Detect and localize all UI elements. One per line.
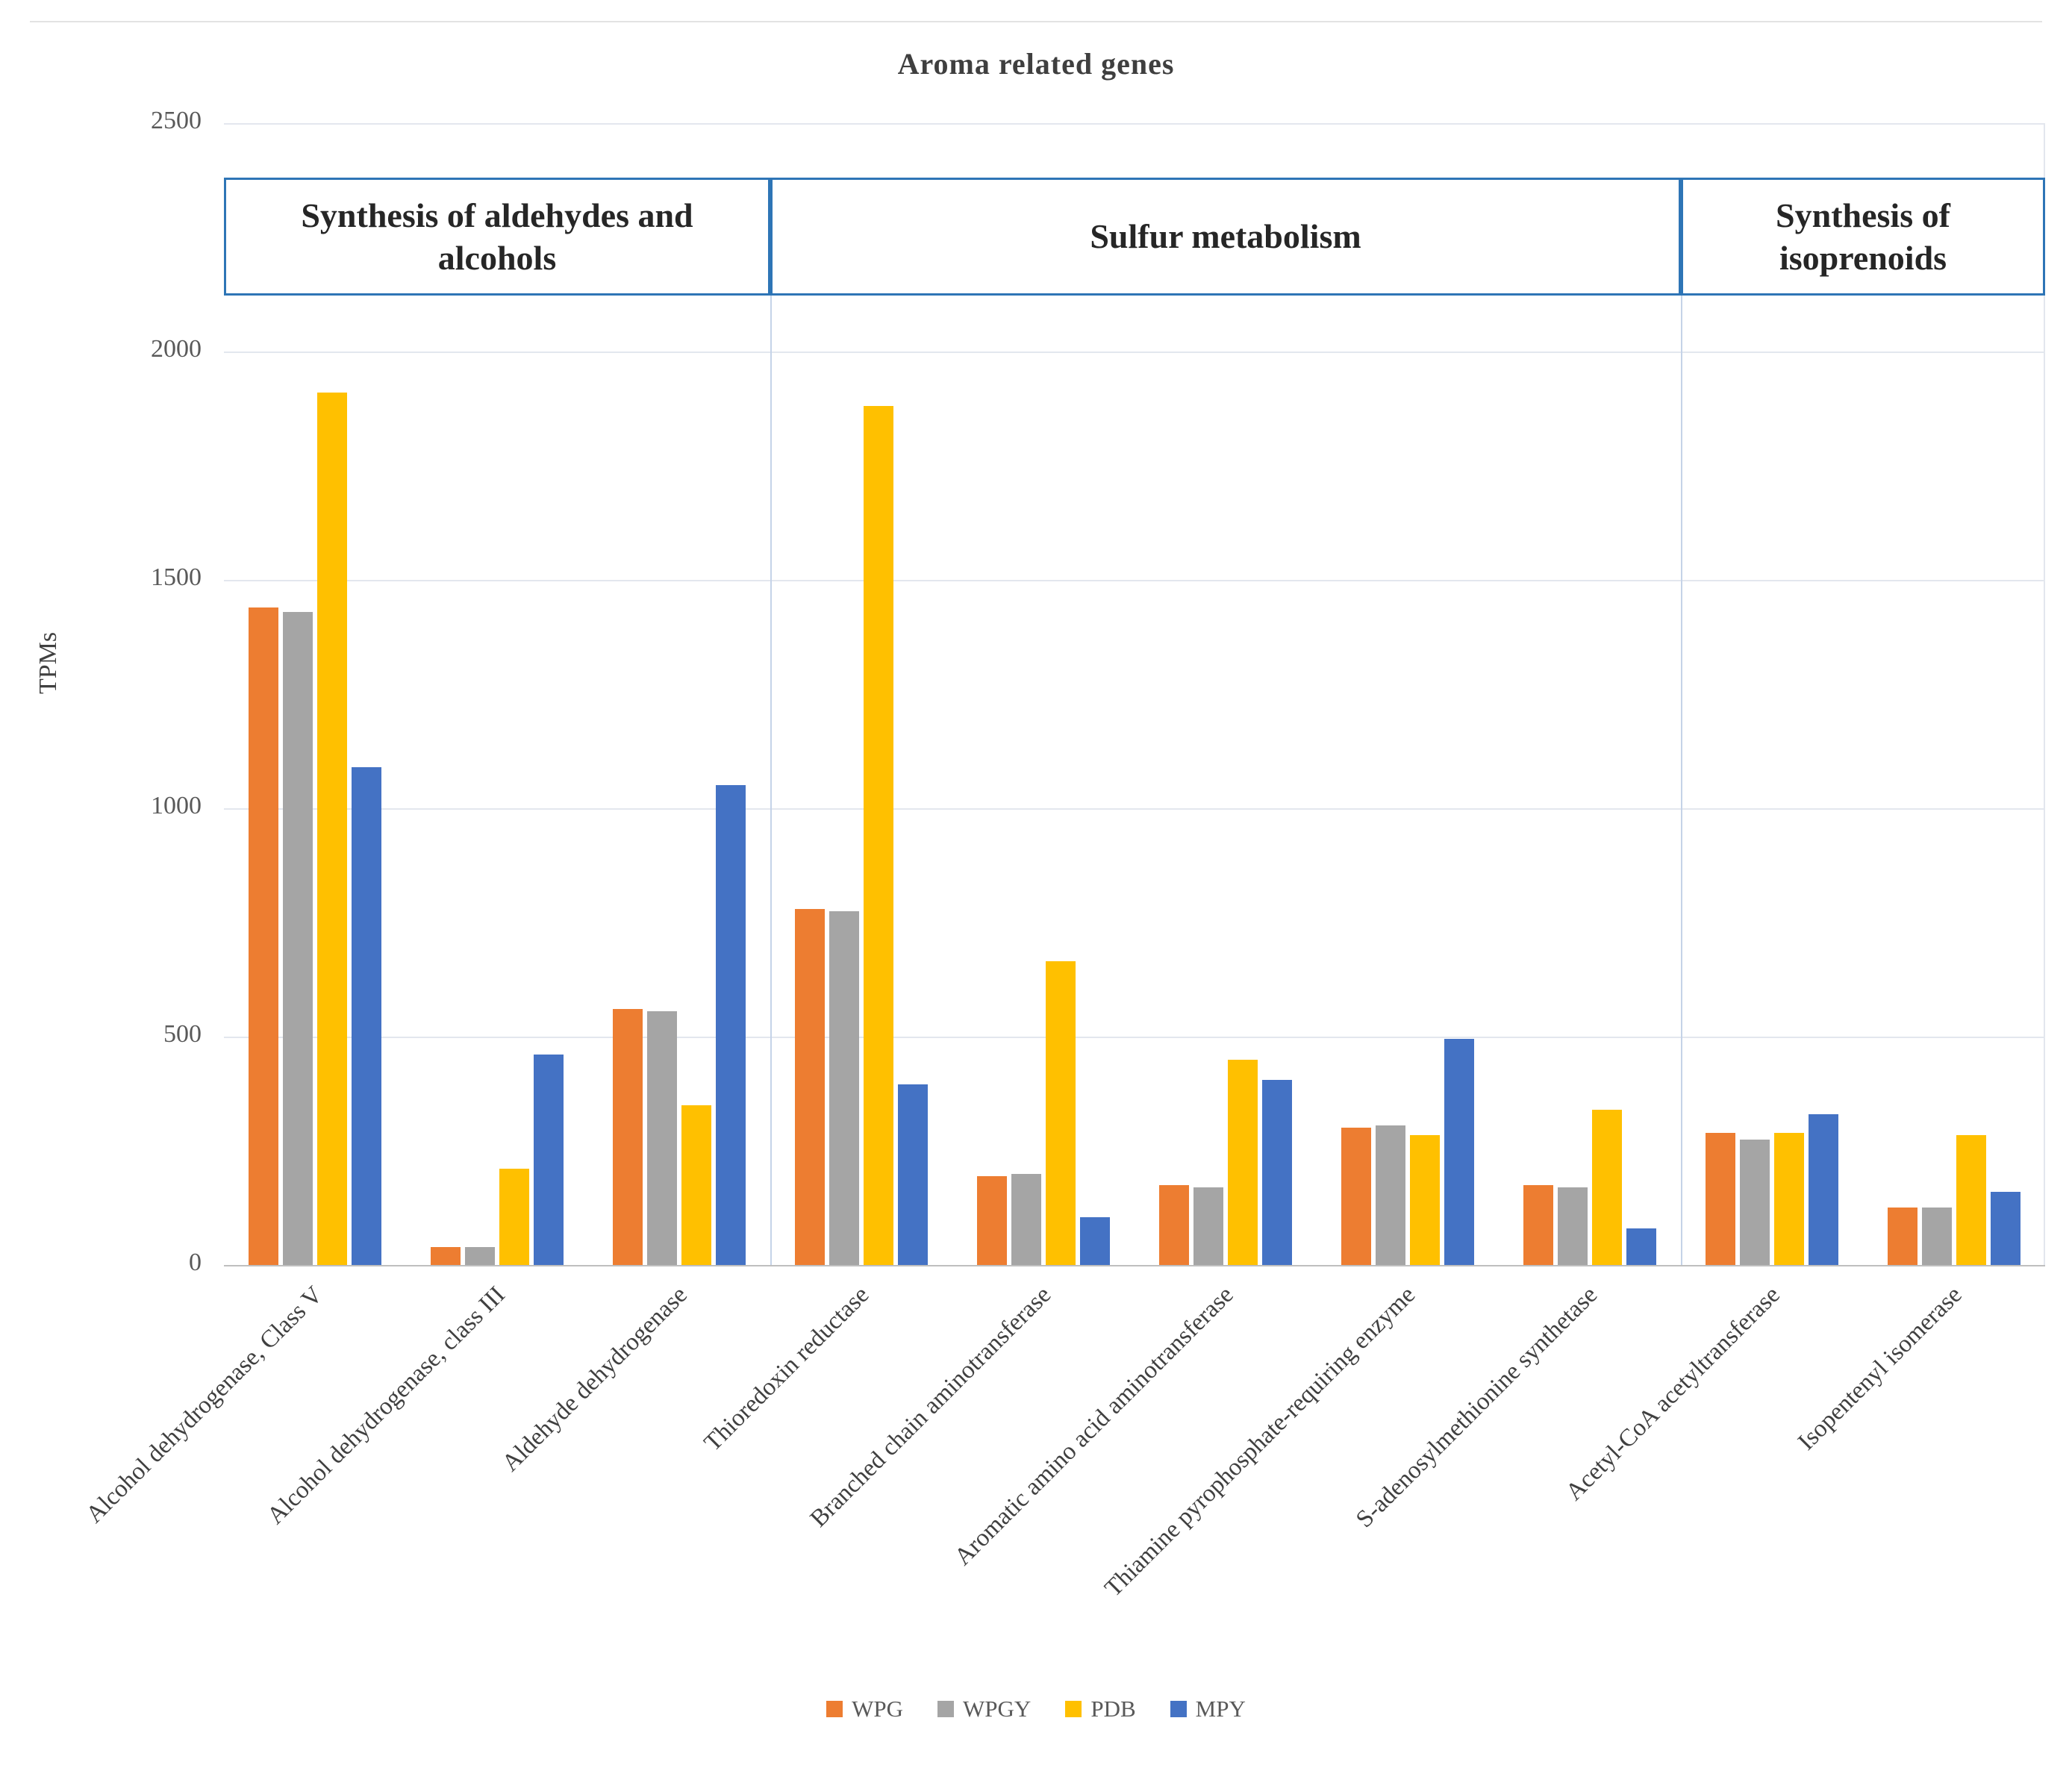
gridline [224,580,2045,581]
bar-MPY [1626,1228,1656,1265]
bar-PDB [499,1169,529,1265]
bar-group [1135,123,1317,1265]
section-box: Synthesis of aldehydes and alcohols [224,178,770,296]
bar-WPG [1706,1133,1735,1265]
section-label: Synthesis of aldehydes and alcohols [301,196,693,278]
bar-group [406,123,588,1265]
legend-item: WPGY [937,1696,1031,1722]
y-tick-label: 2000 [151,335,202,363]
bar-group [1863,123,2045,1265]
bar-WPG [431,1247,461,1265]
bar-group [1681,123,1863,1265]
bar-MPY [898,1084,928,1265]
bar-MPY [1444,1039,1474,1265]
bar-WPG [1341,1128,1371,1265]
top-divider [30,21,2042,22]
chart-title: Aroma related genes [897,47,1175,81]
bar-MPY [534,1055,564,1265]
bar-WPGY [647,1011,677,1265]
section-divider-line [1681,296,1682,1265]
bar-PDB [1410,1135,1440,1265]
x-axis-label: Isopentenyl isomerase [1792,1281,1968,1456]
bar-WPGY [1740,1140,1770,1265]
bar-WPG [1888,1208,1917,1265]
y-tick-label: 2500 [151,107,202,134]
plot-right-border [2044,123,2045,1265]
section-label: Sulfur metabolism [1090,217,1361,256]
y-axis-title: TPMs [34,631,62,694]
x-axis-line [224,1265,2045,1266]
bar-PDB [317,393,347,1265]
gridline [224,352,2045,353]
bar-WPGY [1376,1125,1405,1265]
y-tick-label: 1000 [151,792,202,819]
bar-MPY [716,785,746,1265]
x-axis-label: Thioredoxin reductase [699,1281,875,1457]
bar-MPY [1991,1192,2020,1265]
legend-label: WPGY [963,1696,1032,1722]
bar-group [1499,123,1681,1265]
bar-WPGY [1011,1174,1041,1265]
bar-group [224,123,406,1265]
section-label: Synthesis of isoprenoids [1776,196,1950,278]
legend-item: WPG [826,1696,903,1722]
bar-PDB [864,406,893,1265]
y-tick-label: 500 [163,1020,202,1048]
bar-WPG [977,1176,1007,1265]
bar-PDB [1956,1135,1986,1265]
legend-label: PDB [1090,1696,1136,1722]
legend-label: WPG [852,1696,904,1722]
bar-WPG [613,1009,643,1265]
legend-label: MPY [1195,1696,1246,1722]
legend-item: MPY [1170,1696,1246,1722]
bar-group [952,123,1135,1265]
section-box: Synthesis of isoprenoids [1681,178,2045,296]
section-divider-line [770,296,772,1265]
legend-swatch-WPGY [937,1701,955,1717]
bar-PDB [1774,1133,1804,1265]
bar-MPY [1080,1217,1110,1265]
x-axis-label: Thiamine pyrophosphate-requiring enzyme [1099,1281,1421,1602]
bar-WPG [1159,1185,1189,1265]
bar-WPGY [1193,1187,1223,1265]
bar-WPGY [283,612,313,1265]
bar-WPG [795,909,825,1265]
y-tick-label: 0 [189,1249,202,1276]
plot-area [224,123,2045,1266]
bar-WPGY [1922,1208,1952,1265]
x-axis-label: Acetyl-CoA acetyltransferase [1560,1281,1785,1506]
legend: WPG WPGY PDB MPY [0,1696,2072,1722]
bar-WPGY [1558,1187,1588,1265]
bar-WPGY [829,911,859,1265]
bar-MPY [352,767,381,1265]
bar-PDB [1592,1110,1622,1265]
gridline [224,123,2045,125]
legend-swatch-PDB [1065,1701,1082,1717]
y-tick-label: 1500 [151,563,202,591]
legend-item: PDB [1065,1696,1136,1722]
bar-PDB [1228,1060,1258,1265]
bar-PDB [681,1105,711,1265]
bar-WPG [249,607,278,1265]
gridline [224,1037,2045,1038]
bar-WPG [1523,1185,1553,1265]
bar-MPY [1262,1080,1292,1265]
bar-WPGY [465,1247,495,1265]
x-axis-label: Aldehyde dehydrogenase [496,1281,693,1477]
section-box: Sulfur metabolism [770,178,1681,296]
legend-swatch-WPG [826,1701,843,1717]
bar-group [770,123,952,1265]
gridline [224,808,2045,810]
bar-group [588,123,770,1265]
bar-PDB [1046,961,1076,1265]
bar-group [1317,123,1499,1265]
bar-MPY [1809,1114,1838,1265]
legend-swatch-MPY [1170,1701,1187,1717]
